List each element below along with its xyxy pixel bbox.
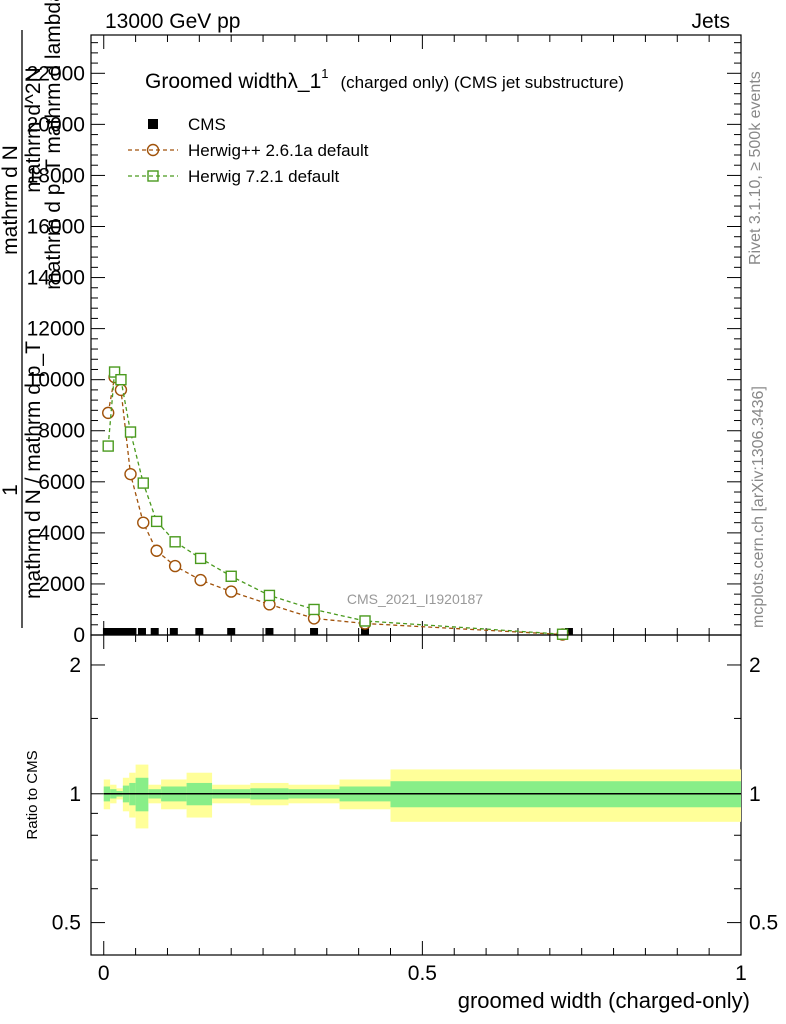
legend-cms-label: CMS	[188, 115, 226, 134]
y-tick-label: 20000	[27, 113, 85, 136]
cms-data-point	[265, 628, 274, 635]
ratio-y-tick-label: 2	[69, 654, 81, 677]
series-line	[107, 375, 563, 636]
rivet-label: Rivet 3.1.10, ≥ 500k events	[747, 71, 764, 265]
ratio-y-tick-label: 0.5	[749, 912, 778, 935]
series-point	[194, 552, 207, 565]
title-main: Groomed width	[145, 70, 287, 93]
cms-data-point	[102, 628, 111, 635]
band-inner	[135, 777, 149, 812]
series-point	[168, 559, 182, 573]
series-herwig7	[102, 366, 569, 640]
ratio-y-tick-label: 1	[749, 783, 761, 806]
y-tick-label: 8000	[38, 420, 85, 443]
y-tick-label: 6000	[38, 471, 85, 494]
cms-data-point	[109, 628, 118, 635]
legend-herwig7-marker	[147, 170, 159, 182]
series-point	[169, 536, 181, 548]
cms-data-point	[122, 628, 131, 635]
series-point	[102, 440, 114, 452]
series-point	[115, 373, 127, 386]
series-point	[308, 603, 320, 616]
cms-data-point	[128, 628, 137, 635]
cms-data-point	[361, 628, 370, 635]
mcplots-label: mcplots.cern.ch [arXiv:1306.3436]	[750, 386, 767, 628]
series-point	[137, 477, 149, 489]
series-point	[556, 628, 569, 640]
ratio-ylabel: Ratio to CMS	[24, 750, 41, 839]
cms-data-point	[195, 628, 204, 635]
cms-data-point	[150, 628, 159, 635]
watermark: CMS_2021_I1920187	[347, 591, 483, 607]
legend-cms-marker	[148, 119, 158, 129]
ylabel-frac-num: mathrm d^2N	[22, 67, 45, 192]
series-point	[224, 585, 238, 598]
series-point	[194, 573, 207, 587]
x-axis-label: groomed width (charged-only)	[458, 988, 750, 1013]
y-tick-label: 22000	[27, 62, 85, 85]
ylabel-den: mathrm d N / mathrm d p_T	[22, 341, 45, 599]
header-right: Jets	[691, 10, 730, 33]
series-point	[114, 383, 128, 397]
y-tick-label: 12000	[27, 318, 85, 341]
series-point	[359, 615, 371, 627]
title-sup: 1	[321, 66, 328, 81]
main-title: Groomed widthλ_11 (charged only) (CMS jet…	[145, 66, 624, 93]
series-point	[124, 426, 137, 438]
main-plot-axes: 0 2000 4000 6000 8000 10000 12000 14000 16000 180…	[27, 34, 742, 647]
legend: CMS Herwig++ 2.6.1a default Herwig 7.2.1…	[128, 115, 369, 186]
series-line	[107, 370, 563, 635]
ratio-bands	[103, 764, 741, 829]
x-tick-label: 1	[735, 962, 747, 985]
series-point	[225, 570, 237, 582]
cms-data-point	[169, 628, 178, 635]
y-tick-label: 18000	[27, 164, 85, 187]
ratio-y-tick-label: 1	[69, 783, 81, 806]
cms-data-point	[310, 628, 319, 635]
y-tick-label: 16000	[27, 215, 85, 238]
header-left: 13000 GeV pp	[105, 10, 240, 33]
cms-data-point	[564, 628, 573, 635]
ylabel-top: 1	[0, 484, 22, 496]
ratio-y-tick-label: 2	[749, 654, 761, 677]
cms-data-point	[227, 628, 236, 635]
series-point	[124, 467, 137, 481]
series-point	[263, 589, 276, 602]
series-point	[102, 406, 115, 420]
main-ylabel: 1 mathrm d N mathrm d N / mathrm d p_T m…	[0, 0, 65, 628]
ylabel-frac-den: mathrm d p_T mathrm d lambda	[42, 0, 65, 290]
series-herwigpp	[102, 370, 569, 641]
legend-herwig7-label: Herwig 7.2.1 default	[188, 167, 339, 186]
y-tick-label: 10000	[27, 369, 85, 392]
series-point	[137, 516, 150, 529]
y-tick-label: 2000	[38, 573, 85, 596]
title-lambda: λ_1	[287, 70, 321, 93]
series-point	[108, 366, 121, 378]
legend-herwigpp-label: Herwig++ 2.6.1a default	[188, 141, 369, 160]
y-tick-label: 14000	[27, 267, 85, 290]
ratio-plot-axes: 0 0.5 1 0.5 0.5 1 1 2 2	[52, 634, 778, 985]
ratio-y-tick-label: 0.5	[52, 912, 81, 935]
legend-herwigpp-marker	[146, 143, 160, 157]
y-tick-label: 4000	[38, 522, 85, 545]
cms-data-point	[137, 628, 146, 635]
title-suffix: (charged only) (CMS jet substructure)	[341, 73, 624, 92]
x-tick-label: 0.5	[408, 962, 437, 985]
cms-data-point	[115, 628, 124, 635]
series-point	[150, 544, 163, 557]
ylabel-num: mathrm d N	[0, 145, 22, 255]
y-tick-label: 0	[73, 624, 85, 647]
x-tick-label: 0	[98, 962, 110, 985]
series-point	[150, 515, 163, 528]
main-plot-marks	[102, 366, 573, 641]
